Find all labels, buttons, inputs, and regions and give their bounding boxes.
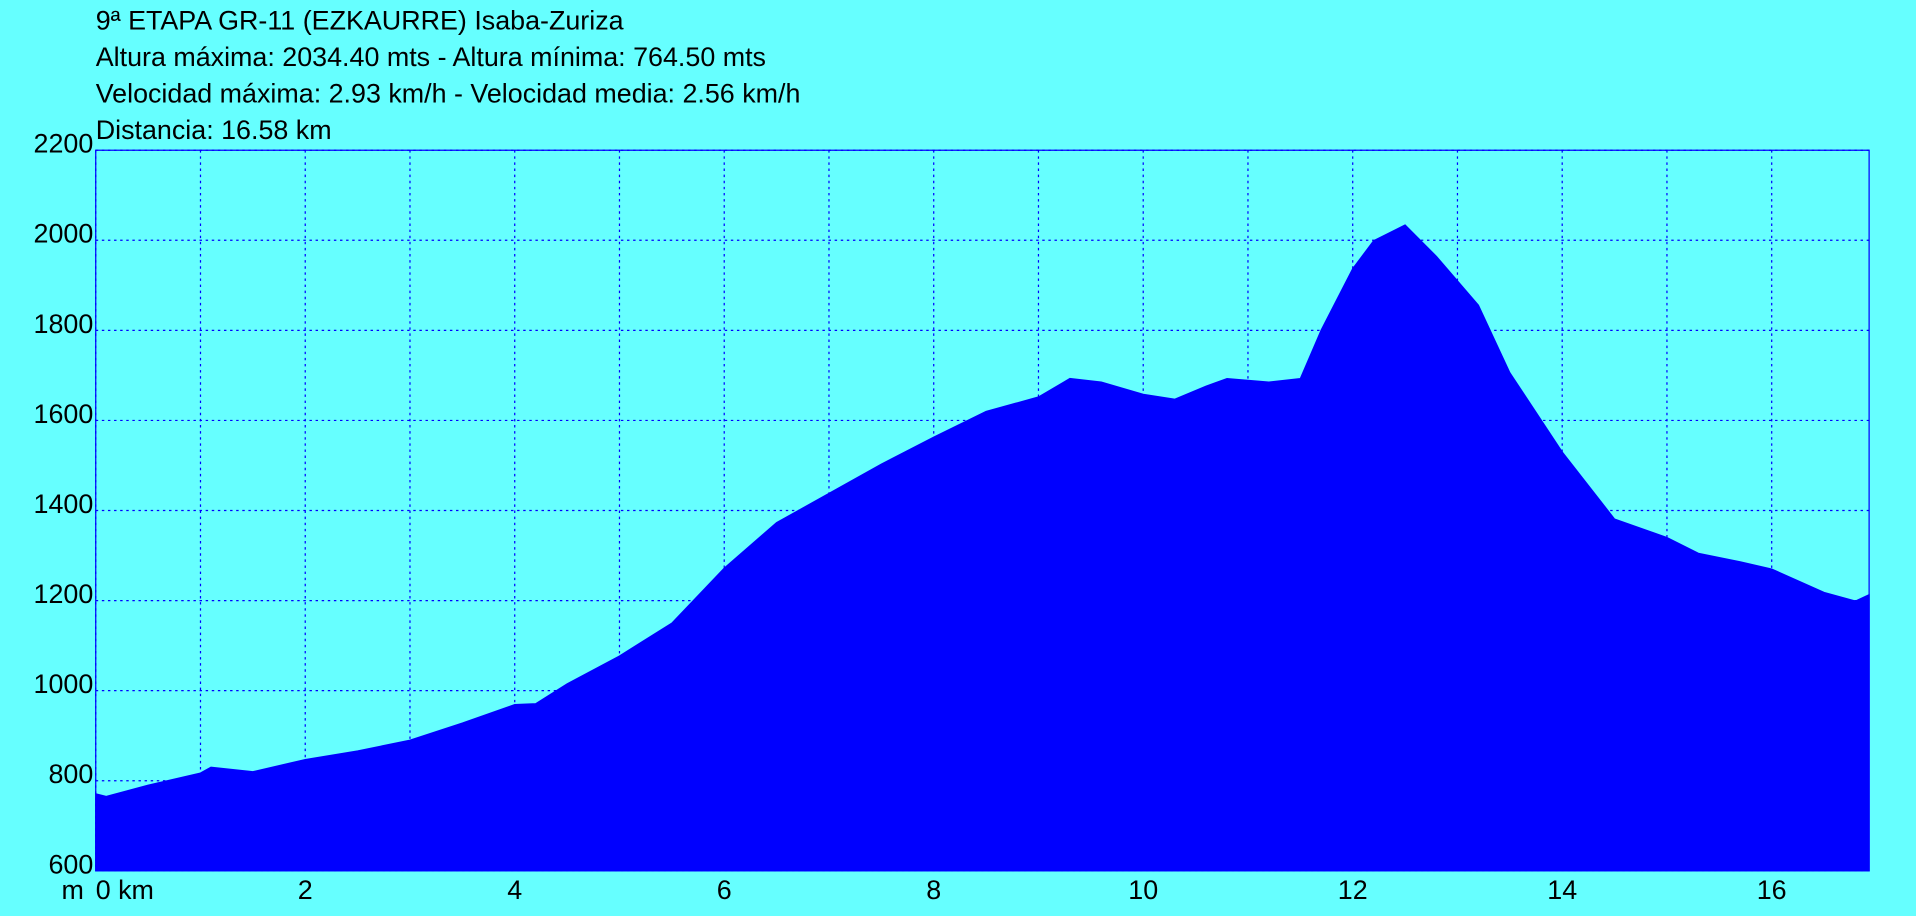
y-tick-label: 600 <box>48 849 93 879</box>
x-tick-label: 10 <box>1128 875 1158 905</box>
y-tick-label: 1400 <box>34 489 94 519</box>
y-tick-label: 1000 <box>34 669 94 699</box>
y-tick-label: 800 <box>48 759 93 789</box>
elevation-area <box>95 224 1870 872</box>
x-tick-label: 8 <box>926 875 941 905</box>
x-tick-label: 4 <box>507 875 522 905</box>
title-line: Velocidad máxima: 2.93 km/h - Velocidad … <box>96 79 801 109</box>
plot-frame <box>95 149 1870 872</box>
y-unit: m <box>62 875 84 905</box>
y-tick-label: 2000 <box>34 219 94 249</box>
x-tick-label: 0 km <box>96 875 154 905</box>
y-tick-label: 2200 <box>34 129 94 159</box>
x-tick-label: 6 <box>717 875 732 905</box>
x-tick-label: 16 <box>1757 875 1787 905</box>
x-tick-label: 12 <box>1338 875 1368 905</box>
title-line: Distancia: 16.58 km <box>96 115 332 145</box>
x-tick-label: 2 <box>298 875 313 905</box>
title-line: Altura máxima: 2034.40 mts - Altura míni… <box>96 42 766 72</box>
y-tick-label: 1200 <box>34 579 94 609</box>
y-tick-label: 1800 <box>34 309 94 339</box>
x-tick-label: 14 <box>1547 875 1577 905</box>
y-tick-label: 1600 <box>34 399 94 429</box>
title-line: 9ª ETAPA GR-11 (EZKAURRE) Isaba-Zuriza <box>96 5 624 35</box>
